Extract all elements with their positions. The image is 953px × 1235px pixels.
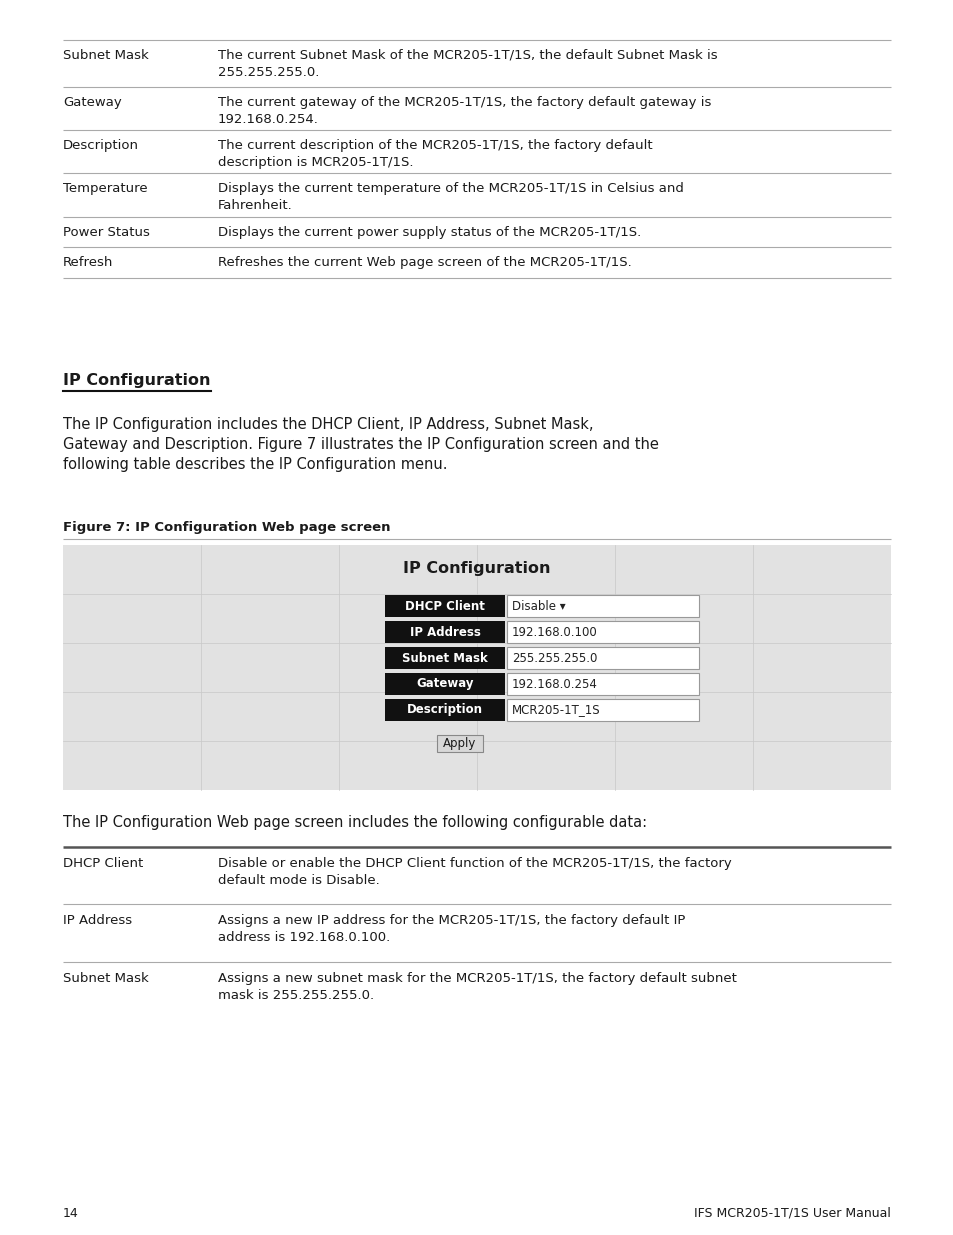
Text: Description: Description (63, 140, 139, 152)
Bar (506, 621, 699, 643)
Text: Apply: Apply (443, 737, 476, 750)
Bar (385, 647, 504, 669)
Text: The IP Configuration includes the DHCP Client, IP Address, Subnet Mask,
Gateway : The IP Configuration includes the DHCP C… (63, 417, 659, 472)
Bar (385, 699, 504, 721)
Text: Power Status: Power Status (63, 226, 150, 240)
Text: Gateway: Gateway (416, 678, 474, 690)
Text: IP Address: IP Address (409, 625, 480, 638)
Text: 14: 14 (63, 1207, 79, 1220)
Text: Disable ▾: Disable ▾ (512, 599, 565, 613)
Text: IP Configuration: IP Configuration (63, 373, 211, 388)
Text: Figure 7: IP Configuration Web page screen: Figure 7: IP Configuration Web page scre… (63, 521, 390, 534)
Bar (506, 647, 699, 669)
Text: 192.168.0.100: 192.168.0.100 (512, 625, 598, 638)
Text: 192.168.0.254: 192.168.0.254 (512, 678, 598, 690)
Text: IP Configuration: IP Configuration (403, 561, 550, 576)
Text: Gateway: Gateway (63, 96, 122, 109)
Text: Subnet Mask: Subnet Mask (63, 49, 149, 62)
Text: Disable or enable the DHCP Client function of the MCR205-1T/1S, the factory
defa: Disable or enable the DHCP Client functi… (218, 857, 731, 887)
Text: IP Address: IP Address (63, 914, 132, 927)
Text: Displays the current temperature of the MCR205-1T/1S in Celsius and
Fahrenheit.: Displays the current temperature of the … (218, 182, 683, 212)
Text: 255.255.255.0: 255.255.255.0 (512, 652, 597, 664)
Bar (506, 595, 699, 618)
Bar (385, 673, 504, 695)
Text: Refresh: Refresh (63, 256, 113, 269)
Text: The current gateway of the MCR205-1T/1S, the factory default gateway is
192.168.: The current gateway of the MCR205-1T/1S,… (218, 96, 711, 126)
Text: The current description of the MCR205-1T/1S, the factory default
description is : The current description of the MCR205-1T… (218, 140, 652, 169)
Text: DHCP Client: DHCP Client (405, 599, 484, 613)
Bar (63, 545, 890, 790)
Bar (385, 595, 504, 618)
Text: IFS MCR205-1T/1S User Manual: IFS MCR205-1T/1S User Manual (694, 1207, 890, 1220)
Text: The current Subnet Mask of the MCR205-1T/1S, the default Subnet Mask is
255.255.: The current Subnet Mask of the MCR205-1T… (218, 49, 717, 79)
Text: Subnet Mask: Subnet Mask (63, 972, 149, 986)
Text: Displays the current power supply status of the MCR205-1T/1S.: Displays the current power supply status… (218, 226, 640, 240)
Text: Subnet Mask: Subnet Mask (402, 652, 487, 664)
Text: Refreshes the current Web page screen of the MCR205-1T/1S.: Refreshes the current Web page screen of… (218, 256, 631, 269)
Text: Description: Description (407, 704, 482, 716)
Text: Temperature: Temperature (63, 182, 148, 195)
Text: The IP Configuration Web page screen includes the following configurable data:: The IP Configuration Web page screen inc… (63, 815, 646, 830)
Text: Assigns a new subnet mask for the MCR205-1T/1S, the factory default subnet
mask : Assigns a new subnet mask for the MCR205… (218, 972, 736, 1002)
Text: Assigns a new IP address for the MCR205-1T/1S, the factory default IP
address is: Assigns a new IP address for the MCR205-… (218, 914, 684, 944)
Bar (385, 621, 504, 643)
Bar (506, 673, 699, 695)
Bar (506, 699, 699, 721)
Text: MCR205-1T_1S: MCR205-1T_1S (512, 704, 600, 716)
Bar (436, 735, 482, 752)
Text: DHCP Client: DHCP Client (63, 857, 143, 869)
